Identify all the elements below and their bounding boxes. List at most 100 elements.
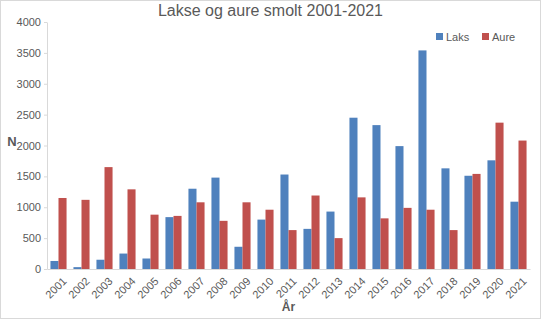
- y-tick-label: 1500: [17, 170, 41, 182]
- bar: [450, 230, 458, 269]
- x-tick: 2012: [296, 269, 322, 301]
- bar: [82, 200, 90, 269]
- bar: [381, 218, 389, 269]
- x-tick-label: 2005: [135, 275, 161, 301]
- bar: [151, 215, 159, 269]
- bar: [105, 167, 113, 269]
- bar: [404, 208, 412, 269]
- y-tick-label: 2500: [17, 109, 41, 121]
- y-tick-mark: [44, 146, 47, 147]
- x-tick: 2002: [66, 269, 92, 301]
- x-tick: 2014: [342, 269, 368, 301]
- y-tick-mark: [44, 176, 47, 177]
- bar: [174, 216, 182, 269]
- x-tick: 2001: [43, 269, 69, 301]
- y-tick-mark: [44, 53, 47, 54]
- y-tick-mark: [44, 22, 47, 23]
- legend-swatch: [436, 33, 443, 40]
- bar: [119, 254, 127, 269]
- x-tick-label: 2003: [89, 275, 115, 301]
- y-tick-mark: [44, 269, 47, 270]
- x-tick: 2004: [112, 269, 138, 301]
- bars: [50, 50, 526, 269]
- x-tick-label: 2016: [388, 275, 414, 301]
- y-tick: 2000: [17, 140, 47, 152]
- y-tick-label: 4000: [17, 16, 41, 28]
- bar: [188, 189, 196, 269]
- legend-item: Laks: [436, 31, 470, 43]
- legend-swatch: [482, 33, 489, 40]
- x-tick: 2003: [89, 269, 115, 301]
- x-axis: 2001200220032004200520062007200820092010…: [43, 269, 531, 301]
- x-tick-label: 2002: [66, 275, 92, 301]
- x-tick: 2017: [411, 269, 437, 301]
- bar: [165, 217, 173, 269]
- y-tick-mark: [44, 115, 47, 116]
- bar: [312, 196, 320, 269]
- x-tick: 2021: [503, 269, 529, 301]
- x-tick-label: 2017: [411, 275, 437, 301]
- bar: [73, 267, 81, 269]
- bar: [280, 175, 288, 269]
- x-tick: 2009: [227, 269, 253, 301]
- bar: [487, 160, 495, 269]
- y-tick: 1500: [17, 170, 47, 182]
- bar: [335, 238, 343, 269]
- y-axis-line: [47, 23, 48, 270]
- x-tick: 2007: [181, 269, 207, 301]
- y-tick: 2500: [17, 109, 47, 121]
- bar: [358, 197, 366, 269]
- y-tick-label: 3000: [17, 78, 41, 90]
- bar: [50, 261, 58, 269]
- y-tick-mark: [44, 238, 47, 239]
- y-tick-mark: [44, 207, 47, 208]
- x-axis-line: [48, 269, 531, 270]
- x-tick-label: 2006: [158, 275, 184, 301]
- x-axis-title: År: [282, 299, 296, 314]
- x-tick-label: 2008: [204, 275, 230, 301]
- y-axis-title: N: [7, 134, 16, 149]
- y-tick-label: 0: [35, 263, 41, 275]
- x-tick-label: 2015: [365, 275, 391, 301]
- y-tick: 3500: [17, 47, 47, 59]
- y-tick: 1000: [17, 201, 47, 213]
- bar: [266, 210, 274, 269]
- y-tick-mark: [44, 84, 47, 85]
- bar: [418, 50, 426, 269]
- x-tick: 2006: [158, 269, 184, 301]
- x-tick-label: 2018: [434, 275, 460, 301]
- y-tick: 4000: [17, 16, 47, 28]
- x-tick: 2010: [250, 269, 276, 301]
- bar: [510, 202, 518, 269]
- y-tick: 500: [23, 232, 47, 244]
- bar: [257, 220, 265, 269]
- x-tick: 2005: [135, 269, 161, 301]
- bar: [427, 210, 435, 269]
- x-tick-label: 2019: [457, 275, 483, 301]
- bar: [96, 260, 104, 269]
- bar: [220, 221, 228, 269]
- x-tick-label: 2011: [274, 275, 299, 300]
- x-tick-label: 2009: [227, 275, 253, 301]
- x-tick: 2016: [388, 269, 414, 301]
- bar: [197, 202, 205, 269]
- bar: [395, 146, 403, 269]
- y-tick-label: 1000: [17, 201, 41, 213]
- bar: [473, 174, 481, 269]
- x-tick-label: 2021: [503, 275, 529, 301]
- bar: [303, 229, 311, 269]
- bar: [142, 259, 150, 269]
- bar: [243, 202, 251, 269]
- legend: LaksAure: [436, 31, 515, 43]
- x-tick-label: 2010: [250, 275, 276, 301]
- bar: [289, 230, 297, 269]
- y-tick: 0: [35, 263, 47, 275]
- x-tick-label: 2012: [296, 275, 322, 301]
- bar: [349, 118, 357, 269]
- y-tick-label: 2000: [17, 140, 41, 152]
- bar: [234, 247, 242, 269]
- x-tick-label: 2001: [43, 275, 69, 301]
- x-tick-label: 2004: [112, 275, 138, 301]
- x-tick-label: 2007: [181, 275, 207, 301]
- x-tick: 2015: [365, 269, 391, 301]
